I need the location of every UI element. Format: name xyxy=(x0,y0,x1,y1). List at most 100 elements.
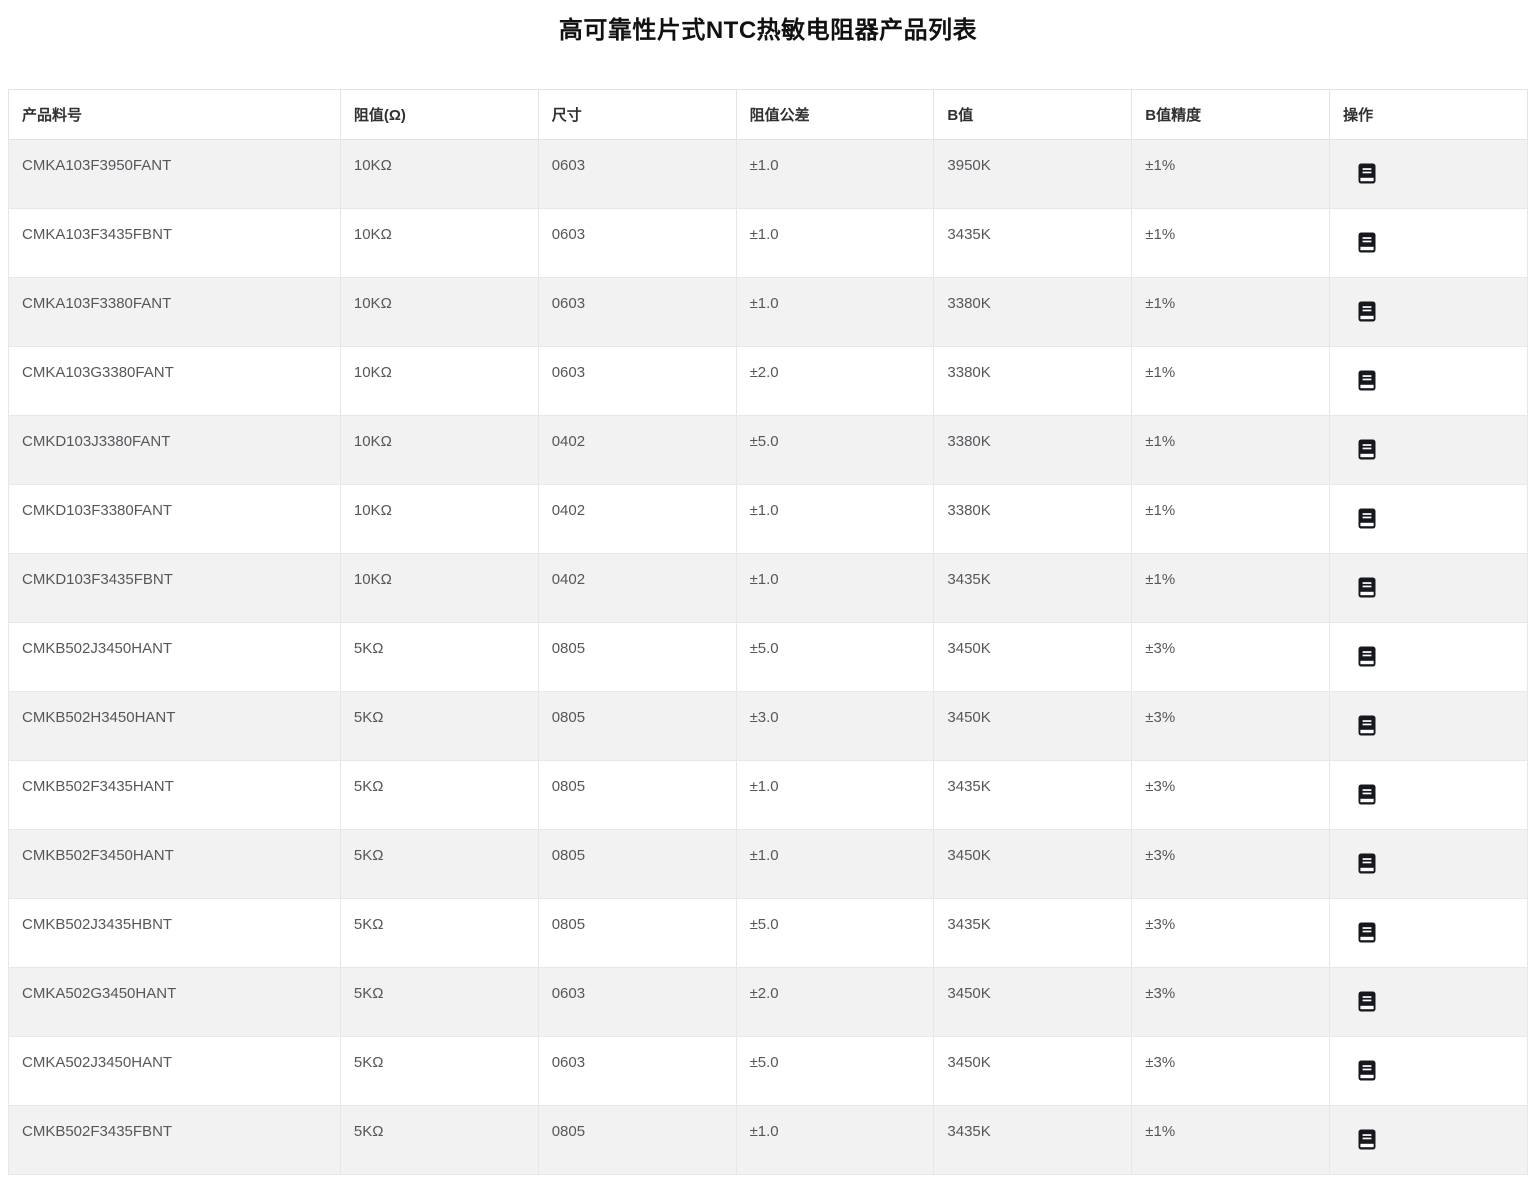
table-row: CMKB502F3435HANT 5KΩ 0805 ±1.0 3435K ±3% xyxy=(8,760,1528,830)
column-header-b-precision: B值精度 xyxy=(1131,89,1331,140)
cell-part-number: CMKD103F3435FBNT xyxy=(8,553,341,623)
cell-part-number: CMKA103F3435FBNT xyxy=(8,208,341,278)
view-detail-button[interactable] xyxy=(1358,991,1376,1012)
document-icon xyxy=(1358,922,1376,943)
column-header-tolerance: 阻值公差 xyxy=(735,89,935,140)
view-detail-button[interactable] xyxy=(1358,301,1376,322)
view-detail-button[interactable] xyxy=(1358,439,1376,460)
table-row: CMKD103F3435FBNT 10KΩ 0402 ±1.0 3435K ±1… xyxy=(8,553,1528,623)
cell-tolerance: ±5.0 xyxy=(735,1036,935,1106)
cell-size: 0603 xyxy=(537,967,737,1037)
cell-b-value: 3950K xyxy=(933,139,1133,209)
cell-resistance: 5KΩ xyxy=(339,760,539,830)
view-detail-button[interactable] xyxy=(1358,577,1376,598)
cell-size: 0805 xyxy=(537,898,737,968)
cell-size: 0805 xyxy=(537,1105,737,1175)
view-detail-button[interactable] xyxy=(1358,370,1376,391)
cell-resistance: 5KΩ xyxy=(339,691,539,761)
cell-b-value: 3435K xyxy=(933,898,1133,968)
cell-resistance: 5KΩ xyxy=(339,622,539,692)
document-icon xyxy=(1358,577,1376,598)
table-row: CMKA103F3435FBNT 10KΩ 0603 ±1.0 3435K ±1… xyxy=(8,208,1528,278)
document-icon xyxy=(1358,232,1376,253)
cell-part-number: CMKB502H3450HANT xyxy=(8,691,341,761)
column-header-action: 操作 xyxy=(1329,89,1528,140)
view-detail-button[interactable] xyxy=(1358,922,1376,943)
cell-size: 0603 xyxy=(537,1036,737,1106)
cell-part-number: CMKB502J3435HBNT xyxy=(8,898,341,968)
view-detail-button[interactable] xyxy=(1358,1060,1376,1081)
cell-size: 0805 xyxy=(537,691,737,761)
cell-resistance: 5KΩ xyxy=(339,967,539,1037)
cell-action xyxy=(1329,622,1528,692)
document-icon xyxy=(1358,1129,1376,1150)
cell-b-precision: ±3% xyxy=(1131,1036,1331,1106)
cell-resistance: 5KΩ xyxy=(339,898,539,968)
cell-tolerance: ±1.0 xyxy=(735,1105,935,1175)
cell-action xyxy=(1329,277,1528,347)
cell-tolerance: ±5.0 xyxy=(735,898,935,968)
cell-b-value: 3435K xyxy=(933,760,1133,830)
cell-size: 0805 xyxy=(537,760,737,830)
document-icon xyxy=(1358,715,1376,736)
cell-b-precision: ±1% xyxy=(1131,208,1331,278)
cell-b-value: 3380K xyxy=(933,346,1133,416)
cell-resistance: 10KΩ xyxy=(339,346,539,416)
cell-part-number: CMKB502F3435HANT xyxy=(8,760,341,830)
view-detail-button[interactable] xyxy=(1358,1129,1376,1150)
view-detail-button[interactable] xyxy=(1358,163,1376,184)
table-row: CMKB502J3450HANT 5KΩ 0805 ±5.0 3450K ±3% xyxy=(8,622,1528,692)
cell-resistance: 5KΩ xyxy=(339,1036,539,1106)
cell-resistance: 10KΩ xyxy=(339,415,539,485)
cell-action xyxy=(1329,760,1528,830)
cell-tolerance: ±1.0 xyxy=(735,484,935,554)
table-row: CMKA103G3380FANT 10KΩ 0603 ±2.0 3380K ±1… xyxy=(8,346,1528,416)
table-row: CMKA502J3450HANT 5KΩ 0603 ±5.0 3450K ±3% xyxy=(8,1036,1528,1106)
view-detail-button[interactable] xyxy=(1358,853,1376,874)
cell-tolerance: ±1.0 xyxy=(735,277,935,347)
document-icon xyxy=(1358,646,1376,667)
cell-size: 0603 xyxy=(537,346,737,416)
cell-part-number: CMKB502F3450HANT xyxy=(8,829,341,899)
cell-part-number: CMKD103J3380FANT xyxy=(8,415,341,485)
cell-part-number: CMKD103F3380FANT xyxy=(8,484,341,554)
cell-resistance: 5KΩ xyxy=(339,829,539,899)
cell-b-value: 3450K xyxy=(933,829,1133,899)
view-detail-button[interactable] xyxy=(1358,784,1376,805)
view-detail-button[interactable] xyxy=(1358,508,1376,529)
view-detail-button[interactable] xyxy=(1358,646,1376,667)
page-title: 高可靠性片式NTC热敏电阻器产品列表 xyxy=(558,17,978,44)
cell-size: 0402 xyxy=(537,484,737,554)
document-icon xyxy=(1358,301,1376,322)
cell-tolerance: ±1.0 xyxy=(735,760,935,830)
cell-b-precision: ±1% xyxy=(1131,415,1331,485)
column-header-part-number: 产品料号 xyxy=(8,89,341,140)
cell-action xyxy=(1329,967,1528,1037)
cell-b-precision: ±3% xyxy=(1131,829,1331,899)
cell-b-precision: ±1% xyxy=(1131,553,1331,623)
cell-part-number: CMKA103F3380FANT xyxy=(8,277,341,347)
cell-action xyxy=(1329,553,1528,623)
column-header-resistance: 阻值(Ω) xyxy=(339,89,539,140)
cell-tolerance: ±5.0 xyxy=(735,622,935,692)
document-icon xyxy=(1358,370,1376,391)
cell-tolerance: ±2.0 xyxy=(735,346,935,416)
view-detail-button[interactable] xyxy=(1358,715,1376,736)
cell-action xyxy=(1329,691,1528,761)
document-icon xyxy=(1358,163,1376,184)
cell-tolerance: ±3.0 xyxy=(735,691,935,761)
cell-b-value: 3380K xyxy=(933,277,1133,347)
table-row: CMKB502H3450HANT 5KΩ 0805 ±3.0 3450K ±3% xyxy=(8,691,1528,761)
cell-resistance: 10KΩ xyxy=(339,484,539,554)
cell-resistance: 10KΩ xyxy=(339,139,539,209)
cell-tolerance: ±1.0 xyxy=(735,829,935,899)
cell-part-number: CMKA502J3450HANT xyxy=(8,1036,341,1106)
view-detail-button[interactable] xyxy=(1358,232,1376,253)
cell-action xyxy=(1329,1036,1528,1106)
cell-action xyxy=(1329,415,1528,485)
cell-part-number: CMKA103G3380FANT xyxy=(8,346,341,416)
cell-size: 0603 xyxy=(537,208,737,278)
cell-action xyxy=(1329,1105,1528,1175)
cell-tolerance: ±1.0 xyxy=(735,208,935,278)
cell-b-value: 3435K xyxy=(933,1105,1133,1175)
